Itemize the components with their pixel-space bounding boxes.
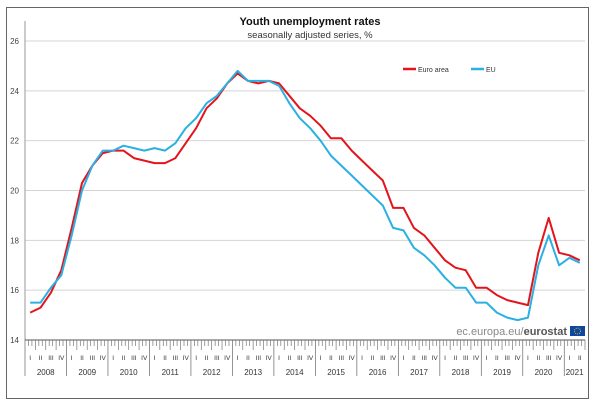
quarter-label: I bbox=[320, 355, 322, 362]
quarter-label: IV bbox=[349, 355, 356, 362]
quarter-label: IV bbox=[556, 355, 563, 362]
legend: Euro area EU bbox=[403, 67, 496, 74]
quarter-label: I bbox=[486, 355, 488, 362]
quarter-label: III bbox=[256, 355, 262, 362]
quarter-label: IV bbox=[100, 355, 107, 362]
quarter-label: III bbox=[463, 355, 469, 362]
quarter-label: III bbox=[422, 355, 428, 362]
quarter-label: II bbox=[371, 355, 375, 362]
quarter-label: III bbox=[546, 355, 552, 362]
y-tick-label: 22 bbox=[10, 137, 19, 146]
quarter-label: II bbox=[329, 355, 333, 362]
quarter-label: III bbox=[505, 355, 511, 362]
quarter-label: I bbox=[112, 355, 114, 362]
year-label: 2013 bbox=[244, 368, 262, 377]
quarter-label: II bbox=[495, 355, 499, 362]
quarter-label: III bbox=[214, 355, 220, 362]
quarter-label: IV bbox=[307, 355, 314, 362]
quarter-label: I bbox=[403, 355, 405, 362]
year-label: 2011 bbox=[162, 368, 180, 377]
quarter-label: IV bbox=[432, 355, 439, 362]
series-line-euro-area bbox=[29, 72, 581, 314]
quarter-label: I bbox=[154, 355, 156, 362]
quarter-label: II bbox=[205, 355, 209, 362]
legend-label: Euro area bbox=[418, 67, 449, 74]
quarter-label: III bbox=[48, 355, 54, 362]
quarter-label: I bbox=[195, 355, 197, 362]
quarter-label: II bbox=[288, 355, 292, 362]
quarter-label: I bbox=[527, 355, 529, 362]
quarter-label: III bbox=[380, 355, 386, 362]
y-tick-label: 16 bbox=[10, 286, 19, 295]
quarter-label: III bbox=[339, 355, 345, 362]
legend-label: EU bbox=[486, 67, 496, 74]
quarter-label: II bbox=[80, 355, 84, 362]
quarter-label: I bbox=[569, 355, 571, 362]
quarter-label: IV bbox=[266, 355, 273, 362]
quarter-label: IV bbox=[224, 355, 231, 362]
quarter-label: II bbox=[163, 355, 167, 362]
chart-title: Youth unemployment rates bbox=[240, 16, 381, 28]
eu-flag-stars bbox=[574, 327, 581, 335]
year-label: 2016 bbox=[369, 368, 387, 377]
year-label: 2009 bbox=[78, 368, 96, 377]
quarter-label: III bbox=[90, 355, 96, 362]
quarter-label: IV bbox=[390, 355, 397, 362]
series-line-eu bbox=[30, 69, 581, 322]
quarter-label: IV bbox=[58, 355, 65, 362]
quarter-label: III bbox=[131, 355, 137, 362]
quarter-label: II bbox=[246, 355, 250, 362]
quarter-label: II bbox=[39, 355, 43, 362]
year-label: 2012 bbox=[203, 368, 221, 377]
quarter-label: IV bbox=[141, 355, 148, 362]
quarter-label: IV bbox=[515, 355, 522, 362]
quarter-label: II bbox=[412, 355, 416, 362]
year-label: 2017 bbox=[410, 368, 428, 377]
y-tick-label: 26 bbox=[10, 37, 19, 46]
quarter-label: I bbox=[237, 355, 239, 362]
year-label: 2010 bbox=[120, 368, 138, 377]
y-tick-label: 18 bbox=[10, 236, 19, 245]
y-tick-label: 24 bbox=[10, 87, 19, 96]
quarter-label: III bbox=[297, 355, 303, 362]
quarter-label: I bbox=[361, 355, 363, 362]
chart-subtitle: seasonally adjusted series, % bbox=[247, 30, 373, 41]
year-label: 2020 bbox=[535, 368, 553, 377]
quarter-label: II bbox=[537, 355, 541, 362]
quarter-label: IV bbox=[473, 355, 480, 362]
watermark: ec.europa.eu/eurostat bbox=[456, 326, 567, 338]
year-label: 2018 bbox=[452, 368, 470, 377]
y-tick-label: 20 bbox=[10, 187, 19, 196]
year-label: 2021 bbox=[566, 368, 584, 377]
quarter-label: II bbox=[454, 355, 458, 362]
eu-flag-icon bbox=[570, 326, 585, 336]
quarter-label: I bbox=[278, 355, 280, 362]
quarter-label: II bbox=[122, 355, 126, 362]
year-label: 2015 bbox=[327, 368, 345, 377]
chart-frame bbox=[6, 7, 589, 399]
quarter-label: I bbox=[444, 355, 446, 362]
quarter-label: IV bbox=[183, 355, 190, 362]
quarter-label: III bbox=[173, 355, 179, 362]
year-label: 2008 bbox=[37, 368, 55, 377]
quarter-label: I bbox=[71, 355, 73, 362]
quarter-label: I bbox=[29, 355, 31, 362]
quarter-label: II bbox=[578, 355, 582, 362]
year-label: 2014 bbox=[286, 368, 304, 377]
year-label: 2019 bbox=[493, 368, 511, 377]
y-tick-label: 14 bbox=[10, 336, 19, 345]
